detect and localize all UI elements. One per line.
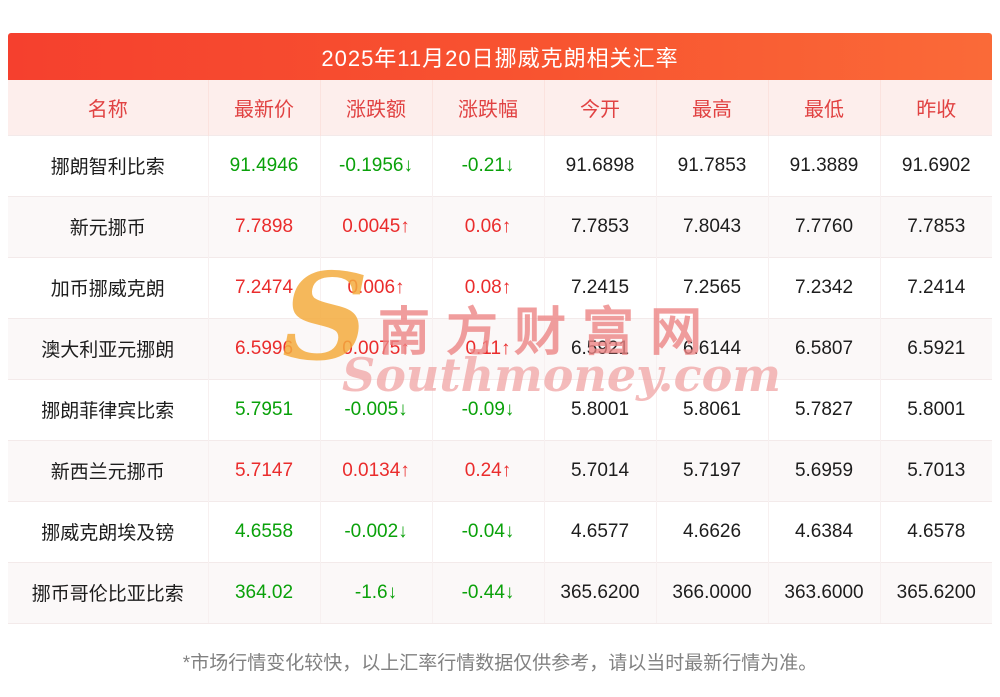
table-row: 新西兰元挪币 5.7147 0.0134↑ 0.24↑ 5.7014 5.7197 5.69… bbox=[8, 439, 992, 501]
table-body: 挪朗智利比索 91.4946 -0.1956↓ -0.21↓ 91.6898 91.785… bbox=[8, 134, 992, 624]
value-cell: 5.7951 bbox=[207, 378, 320, 440]
value-cell: 0.08↑ bbox=[431, 256, 544, 318]
pair-name-cell: 加币挪威克朗 bbox=[8, 256, 208, 318]
column-header: 最新价 bbox=[207, 80, 320, 135]
value-cell: 4.6384 bbox=[767, 500, 880, 562]
value-cell: 5.8001 bbox=[879, 378, 992, 440]
value-cell: 6.5807 bbox=[767, 317, 880, 379]
value-cell: 7.2415 bbox=[543, 256, 656, 318]
pair-name-cell: 挪朗智利比索 bbox=[8, 134, 208, 196]
value-cell: 7.2414 bbox=[879, 256, 992, 318]
table-row: 挪朗菲律宾比索 5.7951 -0.005↓ -0.09↓ 5.8001 5.8061 5.… bbox=[8, 378, 992, 440]
value-cell: 91.4946 bbox=[207, 134, 320, 196]
value-cell: 5.6959 bbox=[767, 439, 880, 501]
value-cell: 0.006↑ bbox=[319, 256, 432, 318]
column-header: 最高 bbox=[655, 80, 768, 135]
column-header: 昨收 bbox=[879, 80, 992, 135]
value-cell: 0.0075↑ bbox=[319, 317, 432, 379]
table-row: 澳大利亚元挪朗 6.5996 0.0075↑ 0.11↑ 6.5921 6.6144 6.5… bbox=[8, 317, 992, 379]
value-cell: 4.6558 bbox=[207, 500, 320, 562]
table-row: 挪朗智利比索 91.4946 -0.1956↓ -0.21↓ 91.6898 91.785… bbox=[8, 134, 992, 196]
column-header: 涨跌幅 bbox=[431, 80, 544, 135]
table-row: 挪威克朗埃及镑 4.6558 -0.002↓ -0.04↓ 4.6577 4.6626 4.… bbox=[8, 500, 992, 562]
table-row: 新元挪币 7.7898 0.0045↑ 0.06↑ 7.7853 7.8043 7.7760… bbox=[8, 195, 992, 257]
value-cell: 5.7147 bbox=[207, 439, 320, 501]
value-cell: 0.0045↑ bbox=[319, 195, 432, 257]
value-cell: 0.11↑ bbox=[431, 317, 544, 379]
value-cell: 0.06↑ bbox=[431, 195, 544, 257]
rates-page: 2025年11月20日挪威克朗相关汇率 名称 最新价 涨跌额 涨跌幅 今开 最高 最低 昨收 … bbox=[8, 33, 992, 675]
value-cell: 363.6000 bbox=[767, 561, 880, 624]
value-cell: 7.7853 bbox=[543, 195, 656, 257]
value-cell: -0.002↓ bbox=[319, 500, 432, 562]
pair-name-cell: 挪币哥伦比亚比索 bbox=[8, 561, 208, 624]
value-cell: 7.2474 bbox=[207, 256, 320, 318]
pair-name-cell: 挪朗菲律宾比索 bbox=[8, 378, 208, 440]
value-cell: 4.6577 bbox=[543, 500, 656, 562]
pair-name-cell: 挪威克朗埃及镑 bbox=[8, 500, 208, 562]
value-cell: 4.6626 bbox=[655, 500, 768, 562]
column-header: 最低 bbox=[767, 80, 880, 135]
value-cell: 6.6144 bbox=[655, 317, 768, 379]
value-cell: 4.6578 bbox=[879, 500, 992, 562]
value-cell: 5.7197 bbox=[655, 439, 768, 501]
column-header: 涨跌额 bbox=[319, 80, 432, 135]
table-header-row: 名称 最新价 涨跌额 涨跌幅 今开 最高 最低 昨收 bbox=[8, 80, 992, 135]
value-cell: 5.7014 bbox=[543, 439, 656, 501]
value-cell: 5.7827 bbox=[767, 378, 880, 440]
value-cell: 6.5921 bbox=[879, 317, 992, 379]
pair-name-cell: 新元挪币 bbox=[8, 195, 208, 257]
value-cell: 365.6200 bbox=[543, 561, 656, 624]
value-cell: 366.0000 bbox=[655, 561, 768, 624]
value-cell: 91.7853 bbox=[655, 134, 768, 196]
exchange-rates-table: 名称 最新价 涨跌额 涨跌幅 今开 最高 最低 昨收 挪朗智利比索 91.4946 -0.1956… bbox=[8, 80, 992, 624]
value-cell: -0.09↓ bbox=[431, 378, 544, 440]
value-cell: 5.8061 bbox=[655, 378, 768, 440]
value-cell: 7.7760 bbox=[767, 195, 880, 257]
page-title-text: 2025年11月20日挪威克朗相关汇率 bbox=[321, 45, 679, 71]
page-title: 2025年11月20日挪威克朗相关汇率 bbox=[8, 33, 992, 80]
disclaimer-note: *市场行情变化较快，以上汇率行情数据仅供参考，请以当时最新行情为准。 bbox=[182, 652, 818, 674]
value-cell: 7.7898 bbox=[207, 195, 320, 257]
value-cell: 91.6902 bbox=[879, 134, 992, 196]
value-cell: -0.21↓ bbox=[431, 134, 544, 196]
table-row: 加币挪威克朗 7.2474 0.006↑ 0.08↑ 7.2415 7.2565 7.234… bbox=[8, 256, 992, 318]
value-cell: 6.5921 bbox=[543, 317, 656, 379]
value-cell: 7.2342 bbox=[767, 256, 880, 318]
value-cell: 5.8001 bbox=[543, 378, 656, 440]
value-cell: 7.8043 bbox=[655, 195, 768, 257]
value-cell: 5.7013 bbox=[879, 439, 992, 501]
value-cell: 7.7853 bbox=[879, 195, 992, 257]
value-cell: -0.005↓ bbox=[319, 378, 432, 440]
value-cell: 6.5996 bbox=[207, 317, 320, 379]
column-header: 名称 bbox=[8, 80, 208, 135]
value-cell: 364.02 bbox=[207, 561, 320, 624]
value-cell: -0.44↓ bbox=[431, 561, 544, 624]
table-row: 挪币哥伦比亚比索 364.02 -1.6↓ -0.44↓ 365.6200 366.000… bbox=[8, 561, 992, 624]
value-cell: 91.3889 bbox=[767, 134, 880, 196]
value-cell: -0.1956↓ bbox=[319, 134, 432, 196]
value-cell: 0.0134↑ bbox=[319, 439, 432, 501]
value-cell: 91.6898 bbox=[543, 134, 656, 196]
value-cell: 7.2565 bbox=[655, 256, 768, 318]
pair-name-cell: 新西兰元挪币 bbox=[8, 439, 208, 501]
pair-name-cell: 澳大利亚元挪朗 bbox=[8, 317, 208, 379]
value-cell: 365.6200 bbox=[879, 561, 992, 624]
value-cell: -1.6↓ bbox=[319, 561, 432, 624]
value-cell: 0.24↑ bbox=[431, 439, 544, 501]
column-header: 今开 bbox=[543, 80, 656, 135]
value-cell: -0.04↓ bbox=[431, 500, 544, 562]
